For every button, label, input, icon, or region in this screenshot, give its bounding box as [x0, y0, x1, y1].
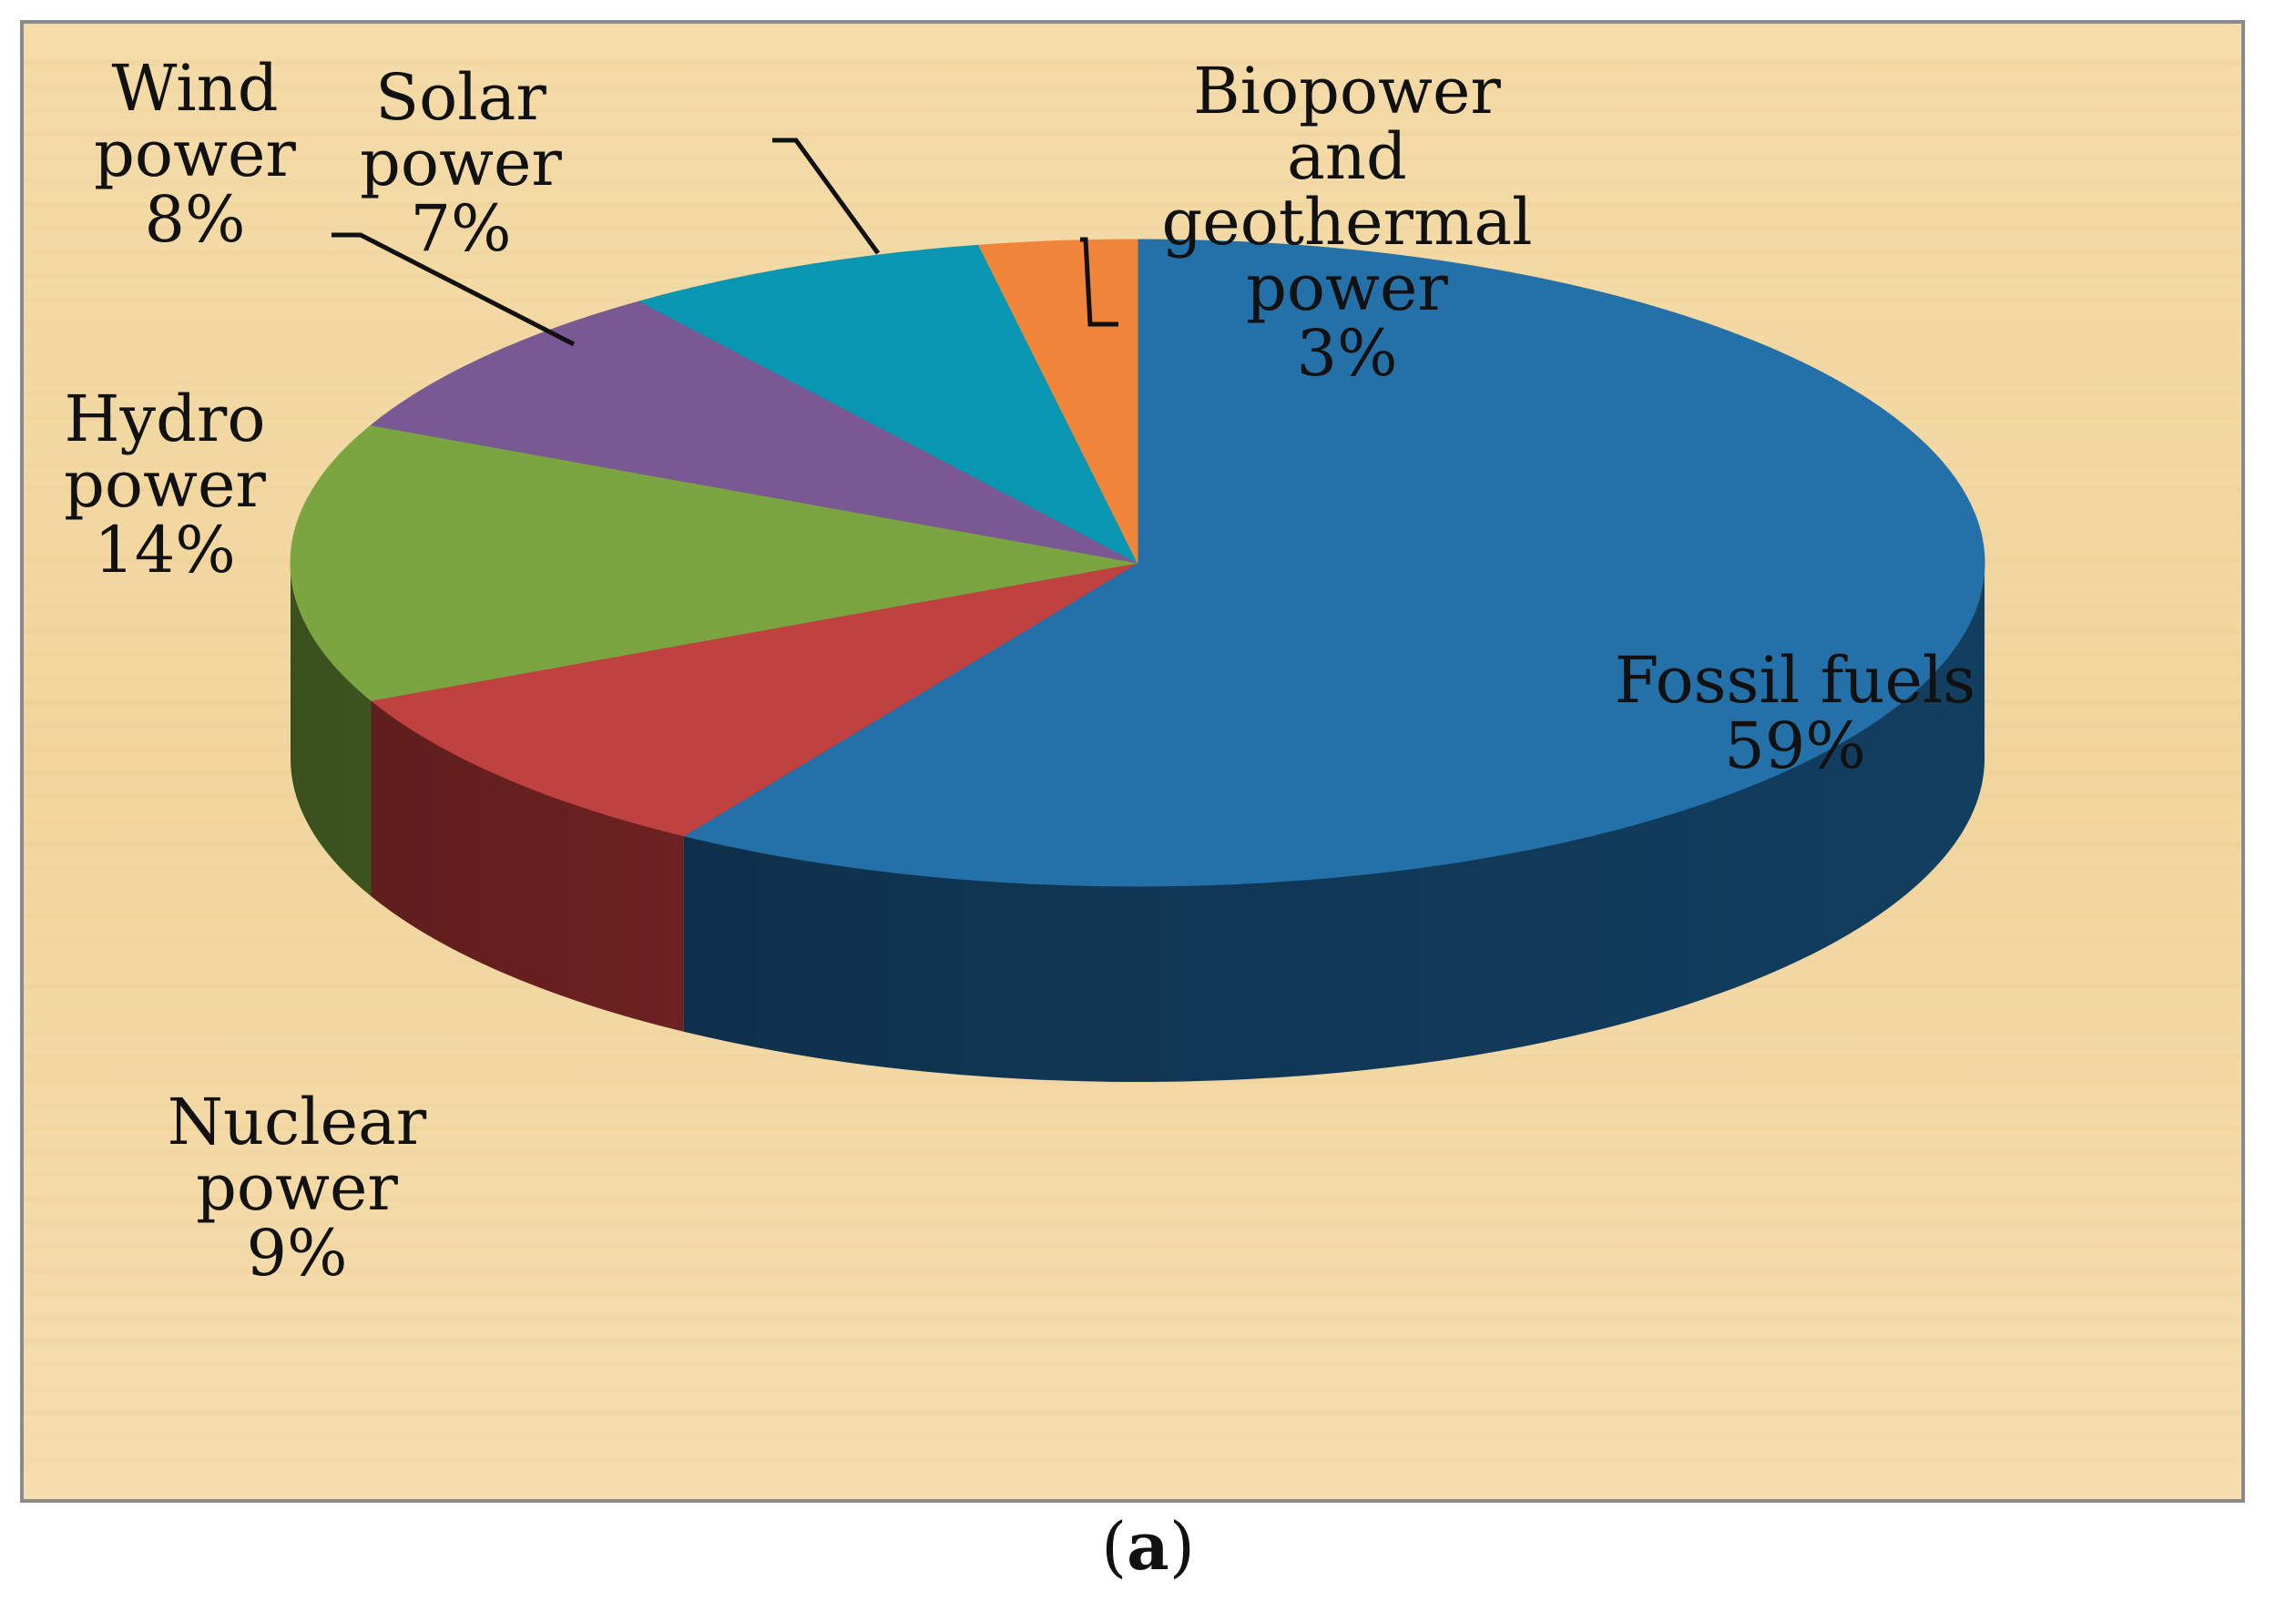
slice-label-line-4-0: Solar [375, 60, 546, 135]
pie-top-faces [290, 239, 1985, 887]
figure-caption: (a) [1101, 1507, 1195, 1585]
slice-pct-2: 14% [94, 513, 236, 587]
pie-slice-3 [370, 301, 1138, 564]
pie-slice-1 [370, 562, 1138, 837]
slice-labels: Fossil fuels 59%Nuclear power 9%Hydro power 1… [64, 51, 1975, 1290]
slice-label-line-0-0: Fossil fuels [1615, 643, 1975, 718]
slice-label-1: Nuclear power 9% [168, 1085, 427, 1290]
slice-pct-4: 7% [410, 191, 511, 266]
leader-line-solar [772, 138, 881, 255]
slice-label-0: Fossil fuels 59% [1615, 643, 1975, 783]
slice-label-line-5-0: Biopower [1193, 54, 1501, 128]
pie-side-shading [291, 563, 1985, 1082]
slice-label-line-3-0: Wind [112, 51, 279, 126]
slice-label-line-5-1: and [1287, 119, 1407, 194]
slice-label-line-1-0: Nuclear [168, 1085, 427, 1159]
leader-lines [332, 138, 1118, 347]
pie-side-walls [291, 563, 1985, 1082]
leader-line-wind [332, 232, 576, 347]
slice-label-2: Hydro power 14% [64, 382, 266, 587]
chart-frame: Fossil fuels 59% Nuclear power 9% Hydro power 1… [20, 20, 2245, 1503]
pie-slice-5 [977, 239, 1138, 564]
slice-label-line-3-1: power [94, 117, 296, 191]
slice-label-line-1-1: power [196, 1150, 398, 1225]
slice-pct-0: 59% [1724, 709, 1866, 783]
slice-pct-1: 9% [246, 1216, 347, 1290]
pie-slice-0 [682, 239, 1985, 887]
leader-line-biopower [1080, 237, 1118, 327]
slice-label-3: Wind power 8% [94, 51, 296, 257]
slice-pct-3: 8% [144, 182, 245, 257]
slice-label-line-4-1: power [360, 126, 562, 200]
pie-chart: Fossil fuels 59%Nuclear power 9%Hydro power 1… [24, 24, 2241, 1499]
slice-label-4: Solar power 7% [360, 60, 562, 266]
pie-slice-4 [638, 244, 1139, 565]
slice-label-line-2-0: Hydro [64, 382, 265, 456]
pie-slice-2 [290, 424, 1138, 701]
slice-label-line-5-3: power [1246, 250, 1448, 325]
slice-label-line-2-1: power [64, 447, 266, 522]
slice-pct-5: 3% [1296, 316, 1397, 391]
caption-letter: a [1127, 1507, 1169, 1585]
slice-label-5: Biopower and geothermal power 3% [1162, 54, 1533, 391]
slice-label-line-5-2: geothermal [1162, 185, 1533, 260]
